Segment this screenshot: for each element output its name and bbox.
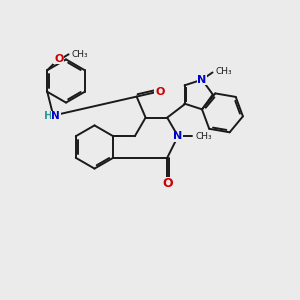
Text: N: N <box>173 131 183 141</box>
Text: O: O <box>162 177 172 190</box>
Text: O: O <box>54 54 63 64</box>
Text: H: H <box>44 111 52 122</box>
Text: O: O <box>155 87 164 97</box>
Text: N: N <box>197 75 207 85</box>
Text: CH₃: CH₃ <box>215 67 232 76</box>
Text: N: N <box>51 111 60 122</box>
Text: CH₃: CH₃ <box>195 132 212 141</box>
Text: CH₃: CH₃ <box>72 50 88 59</box>
